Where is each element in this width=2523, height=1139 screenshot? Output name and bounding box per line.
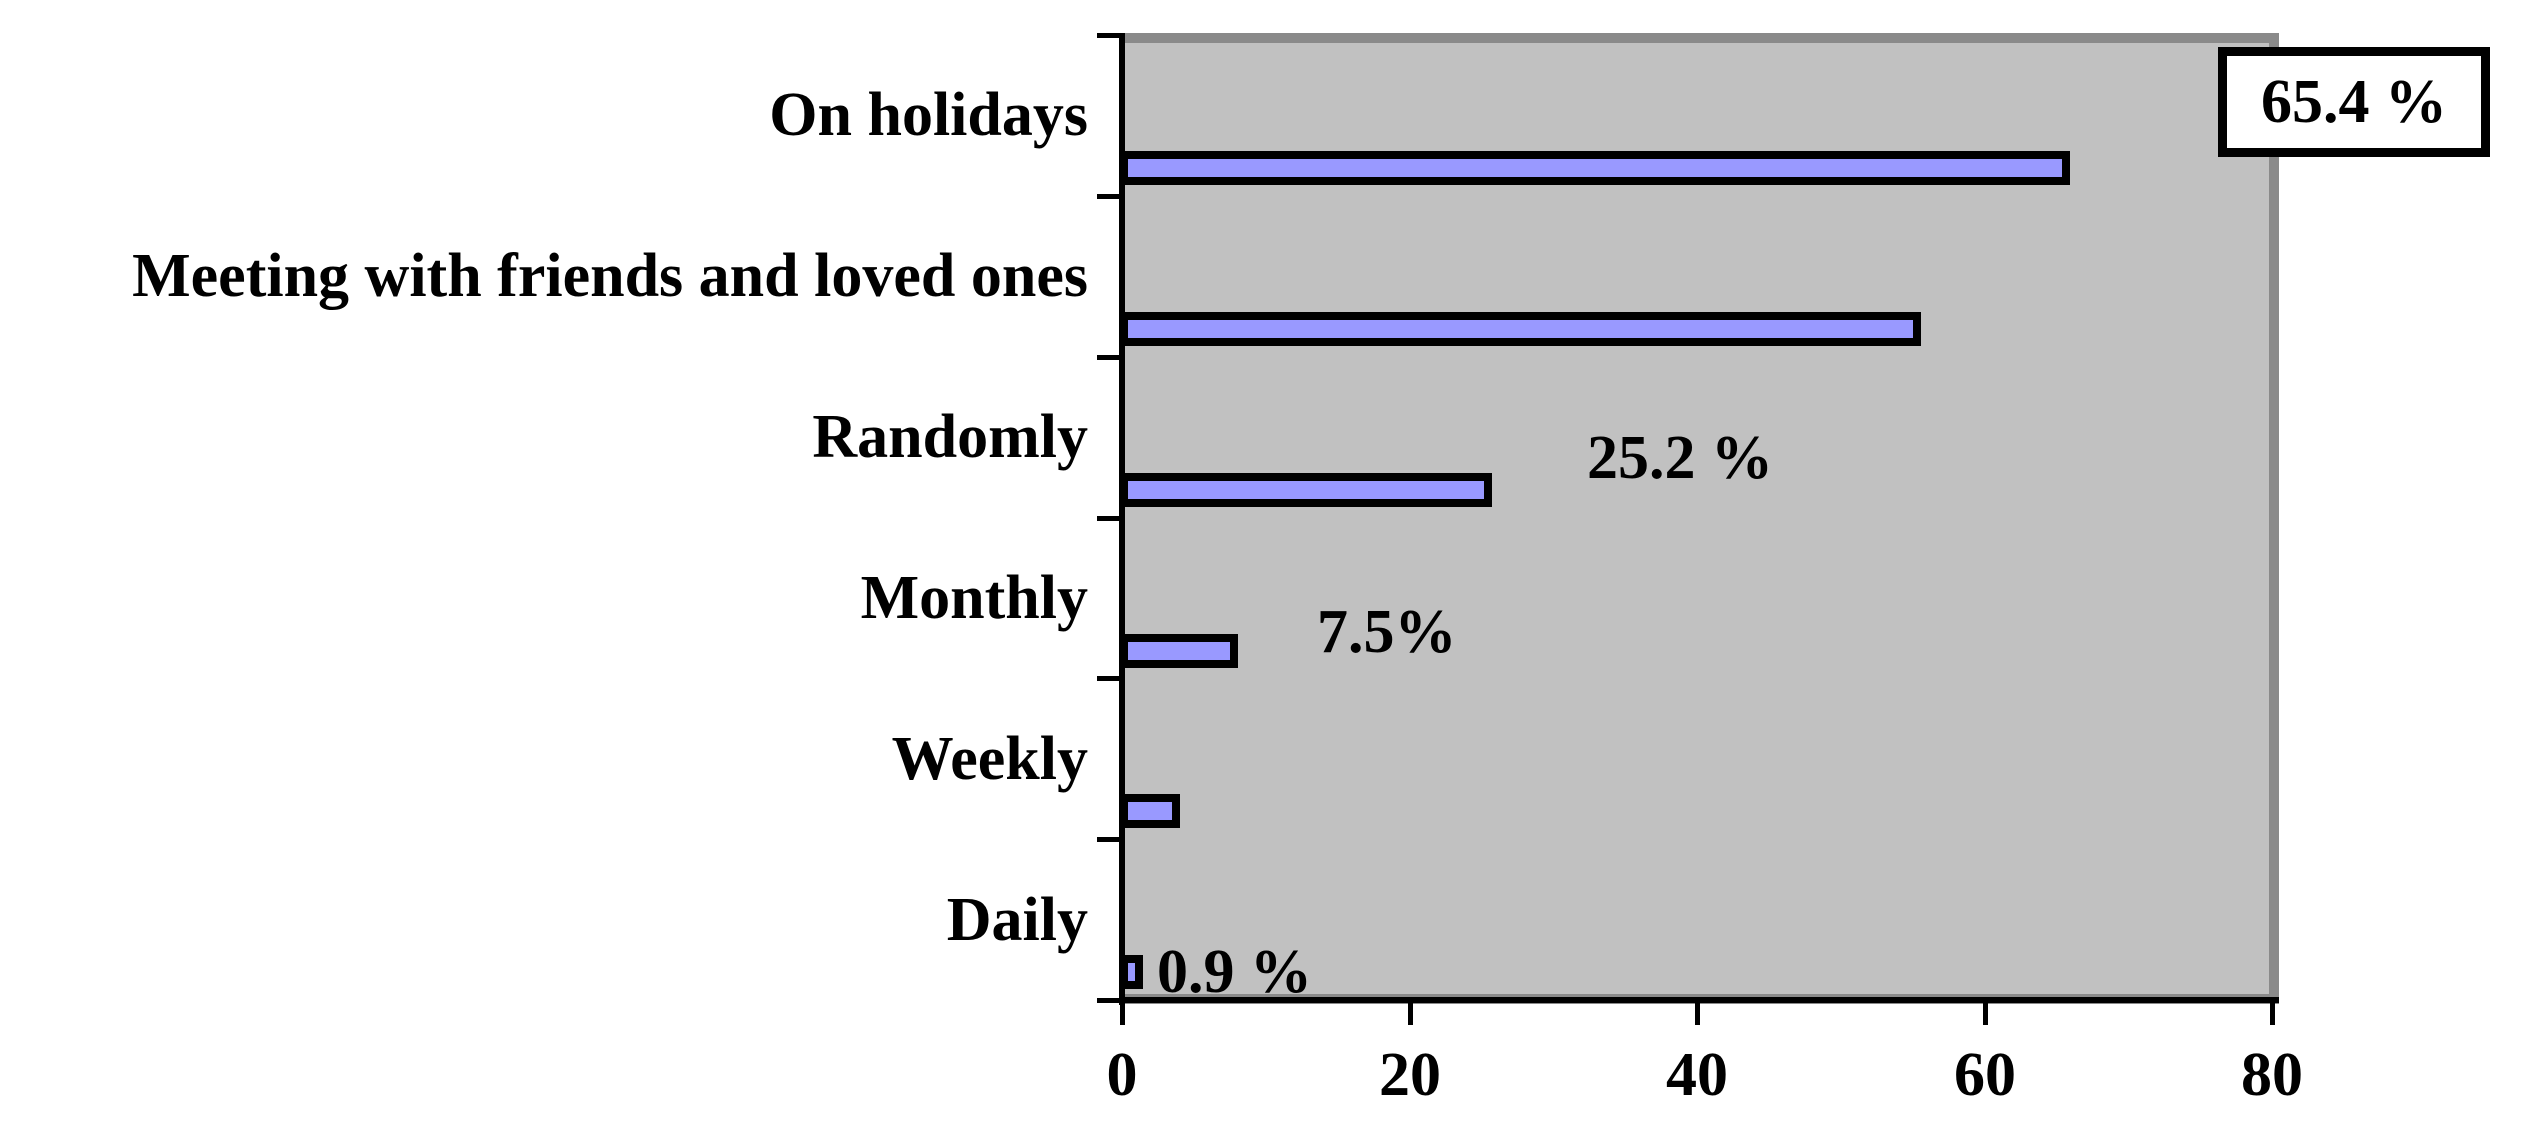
x-axis-tick-label: 20 (1379, 1041, 1441, 1109)
bar (1120, 312, 1921, 346)
x-axis-tick-label: 40 (1666, 1041, 1728, 1109)
y-axis-tick (1097, 516, 1123, 521)
bar (1120, 634, 1238, 668)
x-axis-line (1119, 997, 2279, 1003)
category-label: Weekly (891, 725, 1088, 793)
x-axis-tick (1695, 1003, 1700, 1025)
data-label: 7.5% (1317, 598, 1457, 666)
bar (1120, 151, 2070, 185)
data-label: 25.2 % (1587, 424, 1773, 492)
y-axis-tick (1097, 33, 1123, 38)
plot-area (1122, 33, 2279, 1004)
bar (1120, 794, 1180, 828)
x-axis-tick (1120, 1003, 1125, 1025)
y-axis-tick (1097, 676, 1123, 681)
data-label: 0.9 % (1157, 938, 1312, 1006)
category-label: Randomly (812, 403, 1088, 471)
y-axis-tick (1097, 837, 1123, 842)
x-axis-tick (1408, 1003, 1413, 1025)
x-axis-tick-label: 60 (1954, 1041, 2016, 1109)
bar (1120, 955, 1143, 989)
x-axis-tick-label: 80 (2241, 1041, 2303, 1109)
category-label: Monthly (860, 564, 1088, 632)
category-label: Daily (946, 886, 1088, 954)
y-axis-tick (1097, 998, 1123, 1003)
y-axis-tick (1097, 194, 1123, 199)
y-axis-tick (1097, 355, 1123, 360)
x-axis-tick-label: 0 (1106, 1041, 1138, 1109)
x-axis-tick (2270, 1003, 2275, 1025)
category-label: On holidays (769, 81, 1088, 149)
x-axis-tick (1983, 1003, 1988, 1025)
bar (1120, 473, 1492, 507)
data-label-boxed: 65.4 % (2218, 47, 2490, 157)
category-label: Meeting with friends and loved ones (132, 242, 1088, 310)
